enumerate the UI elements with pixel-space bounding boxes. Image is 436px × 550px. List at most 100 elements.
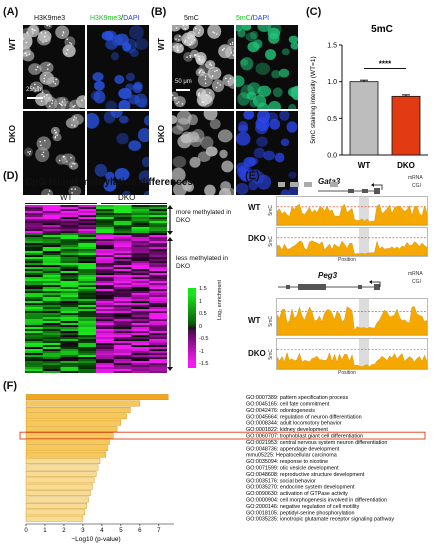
heatmap-cell	[42, 321, 61, 324]
heatmap-cell	[25, 271, 44, 274]
heatmap-cell	[149, 281, 167, 284]
cell-nucleus	[181, 25, 190, 31]
heatmap-cell	[149, 283, 167, 286]
cell-nucleus	[103, 179, 117, 192]
heatmap-cell	[96, 291, 115, 294]
heatmap-cell	[78, 219, 97, 222]
heatmap-cell	[113, 205, 132, 208]
cell-nucleus	[36, 136, 52, 151]
heatmap-cell	[60, 333, 79, 336]
peg3-xlab: Position	[338, 370, 356, 376]
heterochromatin-spot	[195, 27, 197, 30]
heatmap-cell	[42, 217, 61, 220]
heatmap-cell	[113, 347, 132, 350]
heatmap-cell	[149, 363, 167, 366]
heatmap-cell	[96, 263, 115, 266]
heatmap-cell	[131, 279, 150, 282]
heterochromatin-spot	[81, 99, 83, 102]
heatmap-cell	[78, 215, 97, 218]
cell-nucleus	[225, 45, 234, 60]
heatmap-cell	[149, 231, 167, 234]
peg3-gene-track	[278, 280, 381, 290]
heterochromatin-spot	[227, 80, 230, 83]
heatmap-cell	[113, 369, 132, 372]
heatmap-cell	[60, 315, 79, 318]
heterochromatin-spot	[72, 162, 74, 165]
heatmap-cell	[131, 295, 150, 298]
heatmap-cell	[42, 257, 61, 260]
heatmap-cell	[96, 303, 115, 306]
cell-nucleus	[237, 166, 248, 178]
heatmap-cell	[131, 321, 150, 324]
cell-nucleus	[116, 132, 129, 145]
panel-a-title-blue: DAPI	[123, 15, 140, 22]
heatmap-cell	[149, 355, 167, 358]
heatmap-cell	[42, 211, 61, 214]
panel-d-label: (D)	[3, 170, 19, 182]
heatmap-cell	[42, 307, 61, 310]
cell-nucleus	[195, 87, 207, 99]
heterochromatin-spot	[224, 77, 227, 80]
heatmap-cell	[149, 223, 167, 226]
heterochromatin-spot	[71, 124, 73, 126]
heatmap-cell	[42, 265, 61, 268]
heatmap-cell	[42, 327, 61, 330]
cell-nucleus	[265, 49, 277, 60]
heatmap-cell	[78, 371, 97, 373]
heatmap-cell	[78, 313, 97, 316]
heatmap-cell	[60, 331, 79, 334]
heterochromatin-spot	[199, 70, 201, 72]
heatmap-cell	[149, 331, 167, 334]
heatmap-cell	[131, 297, 150, 300]
heatmap-cell	[42, 369, 61, 372]
heterochromatin-spot	[184, 27, 187, 30]
heatmap-cell	[131, 351, 150, 354]
heatmap-cell	[96, 271, 115, 274]
cell-nucleus	[23, 50, 35, 62]
cell-nucleus	[115, 33, 129, 46]
heterochromatin-spot	[204, 82, 207, 85]
cell-nucleus	[143, 115, 149, 126]
heatmap-cell	[149, 347, 167, 350]
panel-a-row-dko: DKO	[8, 125, 17, 143]
cell-nucleus	[173, 34, 183, 43]
heatmap-cell	[25, 257, 44, 260]
heatmap-cell	[42, 239, 61, 242]
h3k9me3-dapi-wt-cells	[90, 25, 149, 109]
heatmap-cell	[149, 235, 167, 238]
heatmap-cell	[149, 297, 167, 300]
heatmap-cell	[42, 223, 61, 226]
heatmap-cell	[96, 371, 115, 373]
heatmap-cell	[131, 249, 150, 252]
heatmap-cell	[60, 239, 79, 242]
heatmap-cell	[78, 223, 97, 226]
heatmap-cell	[96, 333, 115, 336]
go-term-label: mmu05225: Hepatocellular carcinoma	[246, 453, 337, 459]
heatmap-cell	[42, 305, 61, 308]
heatmap-cell	[42, 355, 61, 358]
heatmap-cell	[149, 301, 167, 304]
heatmap-cell	[131, 255, 150, 258]
heatmap-cell	[149, 219, 167, 222]
highlight-box	[19, 431, 426, 440]
heatmap-cell	[42, 253, 61, 256]
heatmap-cell	[149, 365, 167, 368]
heatmap-cell	[131, 299, 150, 302]
heatmap-cell	[42, 363, 61, 366]
cell-nucleus	[280, 138, 290, 147]
cell-nucleus	[128, 140, 142, 151]
heatmap-cell	[25, 263, 44, 266]
heatmap-cell	[131, 319, 150, 322]
heterochromatin-spot	[62, 32, 65, 34]
heatmap-cell	[131, 227, 150, 230]
heatmap-cell	[78, 261, 97, 264]
heatmap-cell	[78, 231, 97, 234]
heatmap-cell	[78, 367, 97, 370]
heatmap-cell	[131, 233, 150, 236]
heatmap-cell	[42, 269, 61, 272]
heterochromatin-spot	[198, 29, 201, 32]
heatmap-cell	[60, 245, 79, 248]
heatmap-cell	[42, 215, 61, 218]
heatmap-cell	[25, 371, 44, 373]
heatmap-cell	[96, 329, 115, 332]
